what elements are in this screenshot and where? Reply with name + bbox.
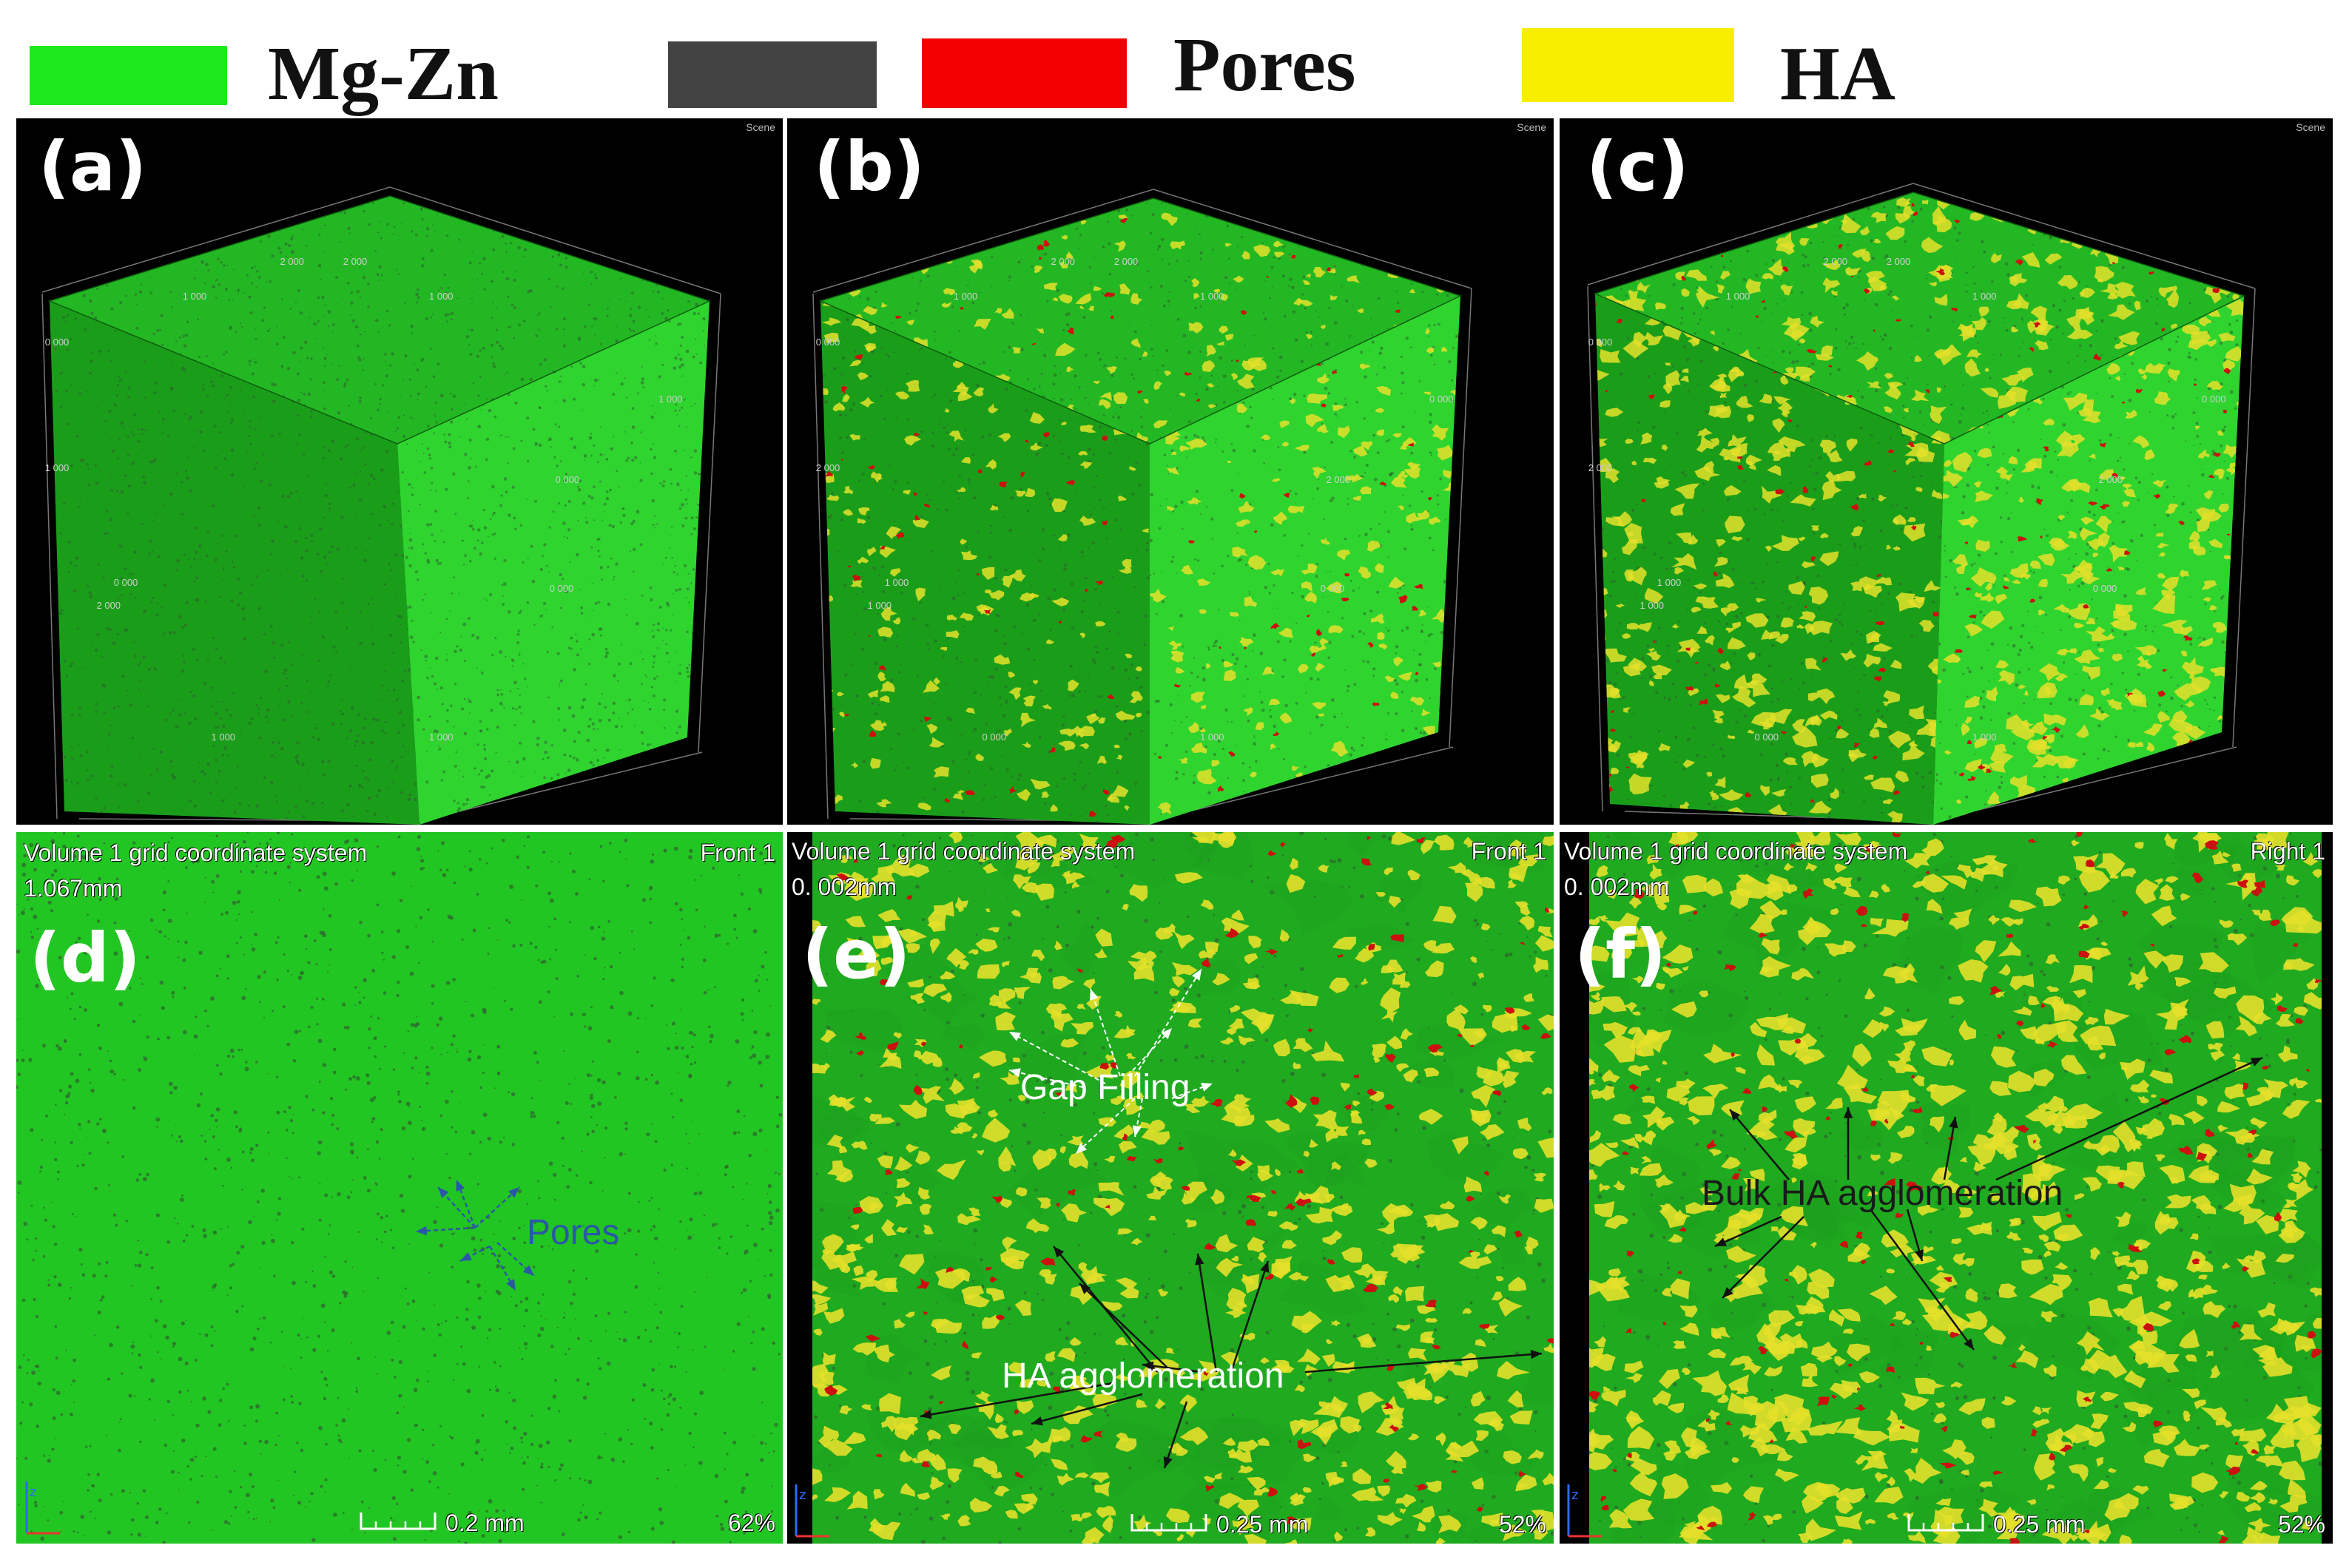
legend-swatch-pores <box>922 38 1127 108</box>
scene-tag: Scene <box>1517 121 1546 133</box>
scale-bar <box>1130 1514 1207 1532</box>
axis-tick-label: 1 000 <box>1657 577 1682 588</box>
axis-tick-label: 2 000 <box>343 256 368 267</box>
axis-tick-label: 0 000 <box>982 731 1007 743</box>
axis-tick-label: 2 000 <box>2098 473 2123 485</box>
axis-tick-label: 2 000 <box>1326 473 1351 485</box>
axis-triad-icon: z <box>795 1484 829 1538</box>
axis-tick-label: 0 000 <box>1429 393 1454 405</box>
axis-tick-label: 2 000 <box>815 462 840 473</box>
zoom-level: 62% <box>727 1510 775 1536</box>
annotation-ha-agglomeration: HA agglomeration <box>1002 1356 1284 1396</box>
cube-render <box>1587 183 2256 825</box>
panel-f-slice: Volume 1 grid coordinate system Right 1 … <box>1560 832 2333 1544</box>
axis-tick-label: 1 000 <box>182 290 207 302</box>
axis-tick-label: 0 000 <box>2202 393 2226 405</box>
slice-image <box>16 832 783 1544</box>
panel-a-3d-render: (a) Scene 2 000 2 000 1 000 1 000 0 000 1 000… <box>16 118 783 825</box>
slice-position-readout: 0. 002mm <box>1564 873 1670 900</box>
axis-tick-label: 0 000 <box>1320 582 1345 594</box>
cube-render <box>812 189 1472 825</box>
axis-tick-label: 1 000 <box>1200 731 1224 743</box>
axis-tick-label: 2 000 <box>1823 256 1848 267</box>
panel-label-b: (b) <box>814 127 925 206</box>
axis-tick-label: 0 000 <box>2092 582 2117 594</box>
scale-bar <box>1907 1514 1984 1532</box>
axis-tick-label: 0 000 <box>113 577 138 588</box>
axis-triad-icon: z <box>25 1481 60 1535</box>
axis-tick-label: 1 000 <box>867 600 892 611</box>
axis-tick-label: 1 000 <box>658 393 683 405</box>
scale-bar <box>360 1513 437 1530</box>
panel-c-3d-render: (c) Scene 2 000 2 000 1 000 1 000 0 000 0 000… <box>1560 118 2333 825</box>
slice-image <box>812 832 1554 1544</box>
scale-bar-label: 0.25 mm <box>1216 1511 1309 1538</box>
scene-tag: Scene <box>746 121 775 133</box>
axis-tick-label: 1 000 <box>1972 290 1997 302</box>
cube-render <box>41 186 721 825</box>
axis-tick-label: 2 000 <box>280 256 305 267</box>
legend-label-mg-zn: Mg-Zn <box>268 31 499 116</box>
axis-tick-label: 0 000 <box>1754 731 1779 743</box>
axis-tick-label: 1 000 <box>1639 600 1665 611</box>
legend-label-ha: HA <box>1780 31 1895 116</box>
annotation-bulk-ha-agglomeration: Bulk HA agglomeration <box>1702 1174 2063 1213</box>
axis-tick-label: 1 000 <box>884 577 909 588</box>
legend-swatch-dark-phase <box>668 41 877 108</box>
slice-view-name: Front 1 <box>700 839 775 866</box>
annotation-gap-filling: Gap Filling <box>1020 1068 1190 1107</box>
axis-tick-label: 0 000 <box>44 336 70 348</box>
slice-header: Volume 1 grid coordinate system <box>1564 838 1908 865</box>
axis-tick-label: 1 000 <box>1972 731 1997 743</box>
axis-tick-label: 0 000 <box>815 336 840 348</box>
zoom-level: 52% <box>1498 1511 1546 1538</box>
axis-tick-label: 1 000 <box>953 290 978 302</box>
slice-header: Volume 1 grid coordinate system <box>792 838 1136 865</box>
axis-tick-label: 2 000 <box>1588 462 1613 473</box>
slice-view-name: Right 1 <box>2250 838 2325 865</box>
axis-tick-label: 1 000 <box>211 731 236 743</box>
axis-tick-label: 1 000 <box>44 462 70 473</box>
scale-bar-label: 0.25 mm <box>1993 1511 2086 1538</box>
axis-tick-label: 1 000 <box>429 731 454 743</box>
axis-tick-label: 0 000 <box>1588 336 1613 348</box>
panel-e-slice: Volume 1 grid coordinate system Front 1 … <box>787 832 1554 1544</box>
legend-swatch-mg-zn <box>30 46 227 105</box>
axis-tick-label: 1 000 <box>429 290 454 302</box>
axis-tick-label: 2 000 <box>1886 256 1911 267</box>
axis-tick-label: 0 000 <box>555 473 580 485</box>
axis-tick-label: 1 000 <box>1200 290 1224 302</box>
slice-position-readout: 0. 002mm <box>792 873 897 900</box>
axis-tick-label: 1 000 <box>1725 290 1750 302</box>
zoom-level: 52% <box>2277 1511 2325 1538</box>
legend-label-pores: Pores <box>1173 22 1356 107</box>
scene-tag: Scene <box>2296 121 2325 133</box>
axis-tick-label: 0 000 <box>549 582 574 594</box>
panel-b-3d-render: (b) Scene 2 000 2 000 1 000 1 000 0 000 0 000… <box>787 118 1554 825</box>
panel-label-e: (e) <box>802 915 911 994</box>
panel-d-slice: Volume 1 grid coordinate system Front 1 … <box>16 832 783 1544</box>
axis-tick-label: 2 000 <box>1051 256 1076 267</box>
panel-label-c: (c) <box>1586 127 1689 206</box>
panel-label-f: (f) <box>1574 915 1667 994</box>
axis-tick-label: 2 000 <box>1113 256 1139 267</box>
annotation-pores: Pores <box>527 1213 620 1252</box>
slice-position-readout: 1.067mm <box>24 875 123 902</box>
slice-view-name: Front 1 <box>1471 838 1546 865</box>
legend-swatch-ha <box>1522 28 1734 102</box>
axis-tick-label: 2 000 <box>96 600 121 611</box>
axis-triad-icon: z <box>1567 1484 1602 1538</box>
panel-label-d: (d) <box>30 919 141 998</box>
panel-label-a: (a) <box>38 127 147 206</box>
slice-header: Volume 1 grid coordinate system <box>24 839 368 866</box>
scale-bar-label: 0.2 mm <box>445 1510 525 1536</box>
